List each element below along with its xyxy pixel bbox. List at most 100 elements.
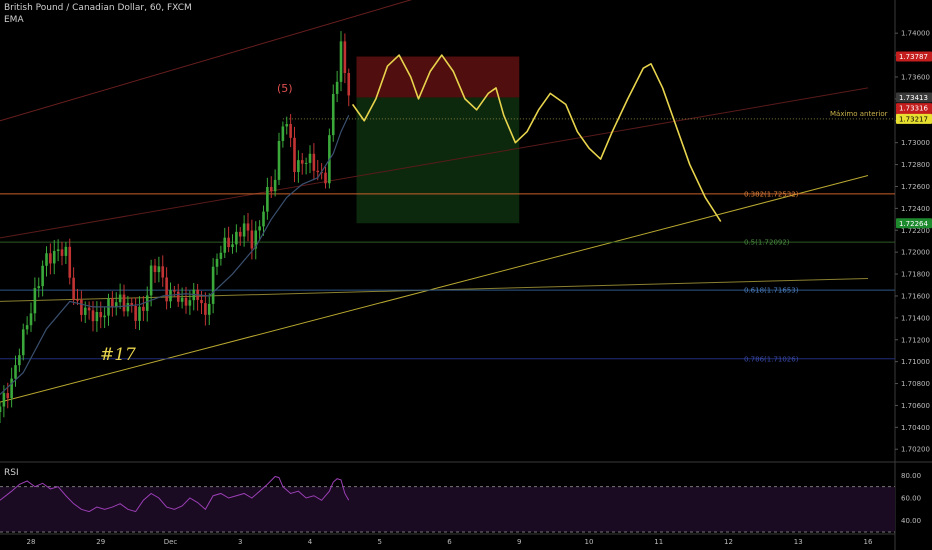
candle-body bbox=[68, 246, 72, 278]
price-tag bbox=[896, 218, 932, 229]
candle-body bbox=[52, 250, 56, 264]
candle-body bbox=[289, 124, 292, 138]
candle-body bbox=[64, 246, 68, 256]
y-tick-label: 1.71200 bbox=[901, 336, 930, 344]
candle-body bbox=[266, 187, 269, 212]
candle-body bbox=[238, 231, 242, 237]
y-tick-label: 1.70200 bbox=[901, 446, 930, 454]
candle-body bbox=[281, 126, 285, 141]
y-tick-label: 1.72000 bbox=[901, 249, 930, 257]
y-tick-label: 1.74000 bbox=[901, 30, 930, 38]
y-tick-label: 1.71800 bbox=[901, 271, 930, 279]
candle-body bbox=[145, 295, 149, 311]
y-tick-label: 1.73000 bbox=[901, 139, 930, 147]
price-tag-label: 1.73316 bbox=[899, 105, 928, 113]
candle-body bbox=[165, 277, 168, 302]
x-tick-label: 6 bbox=[447, 538, 452, 546]
candle-body bbox=[227, 237, 230, 248]
candle-body bbox=[87, 307, 91, 311]
y-tick-label: 1.70600 bbox=[901, 402, 930, 410]
candle-body bbox=[149, 265, 153, 296]
candle-body bbox=[176, 291, 180, 302]
x-tick-label: 16 bbox=[864, 538, 873, 546]
candle-body bbox=[347, 72, 351, 96]
price-tag-label: 1.73217 bbox=[899, 115, 928, 123]
candle-body bbox=[246, 223, 250, 231]
take-profit-zone bbox=[356, 97, 520, 224]
y-tick-label: 1.72200 bbox=[901, 227, 930, 235]
candle-body bbox=[188, 300, 192, 306]
x-tick-label: 29 bbox=[96, 538, 105, 546]
candle-body bbox=[300, 160, 304, 164]
fib-level-label: 0.5(1.72092) bbox=[744, 239, 790, 247]
candle-body bbox=[200, 299, 203, 304]
rsi-band bbox=[0, 486, 895, 532]
candle-body bbox=[122, 294, 126, 312]
candle-body bbox=[231, 244, 234, 248]
candle-body bbox=[180, 297, 184, 302]
candle-body bbox=[72, 277, 75, 300]
y-tick-label: 1.70400 bbox=[901, 424, 930, 432]
candle-body bbox=[293, 137, 296, 173]
candle-body bbox=[242, 223, 246, 237]
x-tick-label: Dec bbox=[164, 538, 178, 546]
candle-body bbox=[91, 310, 95, 322]
candle-body bbox=[161, 266, 165, 278]
candle-body bbox=[235, 231, 238, 245]
candle-body bbox=[254, 230, 258, 249]
price-tag bbox=[896, 103, 932, 114]
candle-body bbox=[80, 299, 83, 315]
candle-body bbox=[215, 258, 219, 267]
candle-body bbox=[153, 265, 157, 273]
y-tick-label: 1.71000 bbox=[901, 358, 930, 366]
candle-body bbox=[223, 237, 227, 253]
count-label: #17 bbox=[100, 345, 136, 365]
price-tag-label: 1.73787 bbox=[899, 53, 928, 61]
candle-body bbox=[76, 299, 79, 301]
candle-body bbox=[142, 306, 145, 311]
candle-body bbox=[173, 290, 176, 292]
candle-body bbox=[33, 288, 37, 314]
candle-body bbox=[343, 41, 347, 73]
fib-level-label: 0.618(1.71653) bbox=[744, 287, 799, 295]
candle-body bbox=[14, 365, 17, 379]
candle-body bbox=[83, 307, 87, 315]
candle-body bbox=[10, 378, 13, 399]
candle-body bbox=[21, 329, 25, 356]
candle-body bbox=[60, 249, 64, 256]
trendline-support-yellow bbox=[0, 175, 869, 403]
candle-body bbox=[277, 140, 281, 180]
y-tick-label: 1.73600 bbox=[901, 73, 930, 81]
candle-body bbox=[45, 253, 48, 266]
candle-body bbox=[211, 266, 215, 304]
candle-body bbox=[99, 311, 103, 318]
candle-body bbox=[118, 294, 122, 303]
x-tick-label: 10 bbox=[585, 538, 594, 546]
price-tag-label: 1.72264 bbox=[899, 220, 928, 228]
candle-body bbox=[324, 172, 327, 184]
x-tick-label: 3 bbox=[238, 538, 242, 546]
candle-body bbox=[335, 81, 339, 94]
y-tick-label: 1.71600 bbox=[901, 292, 930, 300]
rsi-tick-label: 40.00 bbox=[901, 517, 921, 525]
x-tick-label: 13 bbox=[794, 538, 803, 546]
x-tick-label: 11 bbox=[654, 538, 663, 546]
indicator-label: EMA bbox=[4, 15, 24, 25]
candle-body bbox=[6, 393, 10, 399]
y-tick-label: 1.72600 bbox=[901, 183, 930, 191]
candle-body bbox=[37, 286, 41, 289]
candle-body bbox=[297, 160, 300, 173]
candle-body bbox=[250, 230, 254, 249]
x-tick-label: 5 bbox=[378, 538, 382, 546]
x-tick-label: 12 bbox=[724, 538, 733, 546]
fib-level-label: 0.382(1.72532) bbox=[744, 190, 799, 198]
candle-body bbox=[169, 290, 172, 302]
candle-body bbox=[262, 211, 265, 227]
candle-body bbox=[25, 325, 29, 330]
candle-body bbox=[130, 302, 134, 307]
candle-body bbox=[258, 226, 261, 231]
rsi-line bbox=[0, 475, 350, 513]
candle-body bbox=[2, 393, 6, 407]
price-tag bbox=[896, 92, 932, 103]
